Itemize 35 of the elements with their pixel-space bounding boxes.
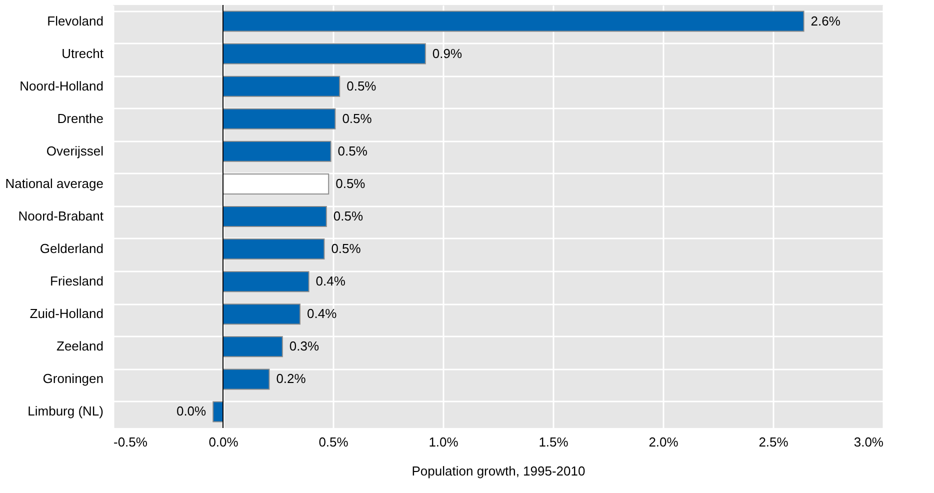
- data-label: 0.3%: [289, 338, 320, 354]
- y-tick-label: Overijssel: [46, 143, 104, 158]
- x-tick-label: 1.0%: [428, 434, 459, 450]
- x-tick-label: 0.0%: [208, 434, 239, 450]
- x-tick-label: 2.0%: [648, 434, 679, 450]
- data-label: 0.5%: [338, 143, 368, 158]
- y-tick-label: Utrecht: [62, 46, 104, 61]
- data-label: 0.9%: [432, 46, 462, 61]
- x-tick-label: -0.5%: [114, 434, 148, 450]
- y-tick-label: Noord-Holland: [20, 78, 104, 94]
- y-tick-label: Zuid-Holland: [30, 306, 104, 322]
- x-axis-title: Population growth, 1995-2010: [412, 464, 586, 478]
- data-label: 0.5%: [336, 176, 366, 191]
- data-label: 0.0%: [176, 404, 207, 419]
- x-tick-label: 0.5%: [318, 434, 349, 450]
- y-tick-label: Friesland: [50, 274, 104, 289]
- y-tick-label: Flevoland: [47, 13, 104, 28]
- y-tick-label: Limburg (NL): [28, 404, 104, 419]
- y-tick-label: Noord-Brabant: [18, 208, 104, 224]
- y-tick-label: Drenthe: [57, 110, 104, 126]
- data-label: 0.5%: [346, 78, 377, 94]
- y-tick-label: Zeeland: [56, 338, 104, 354]
- data-label: 0.2%: [276, 371, 306, 386]
- x-tick-label: 1.5%: [538, 434, 569, 450]
- data-label: 0.5%: [342, 110, 372, 126]
- y-tick-label: Groningen: [42, 371, 104, 386]
- y-tick-label: National average: [5, 176, 104, 191]
- data-label: 0.5%: [333, 208, 364, 224]
- x-tick-label: 3.0%: [854, 434, 884, 450]
- data-label: 2.6%: [810, 13, 841, 28]
- y-tick-label: Gelderland: [40, 241, 104, 256]
- x-tick-label: 2.5%: [758, 434, 789, 450]
- data-label: 0.5%: [331, 241, 362, 256]
- data-label: 0.4%: [307, 306, 338, 322]
- data-label: 0.4%: [316, 274, 346, 289]
